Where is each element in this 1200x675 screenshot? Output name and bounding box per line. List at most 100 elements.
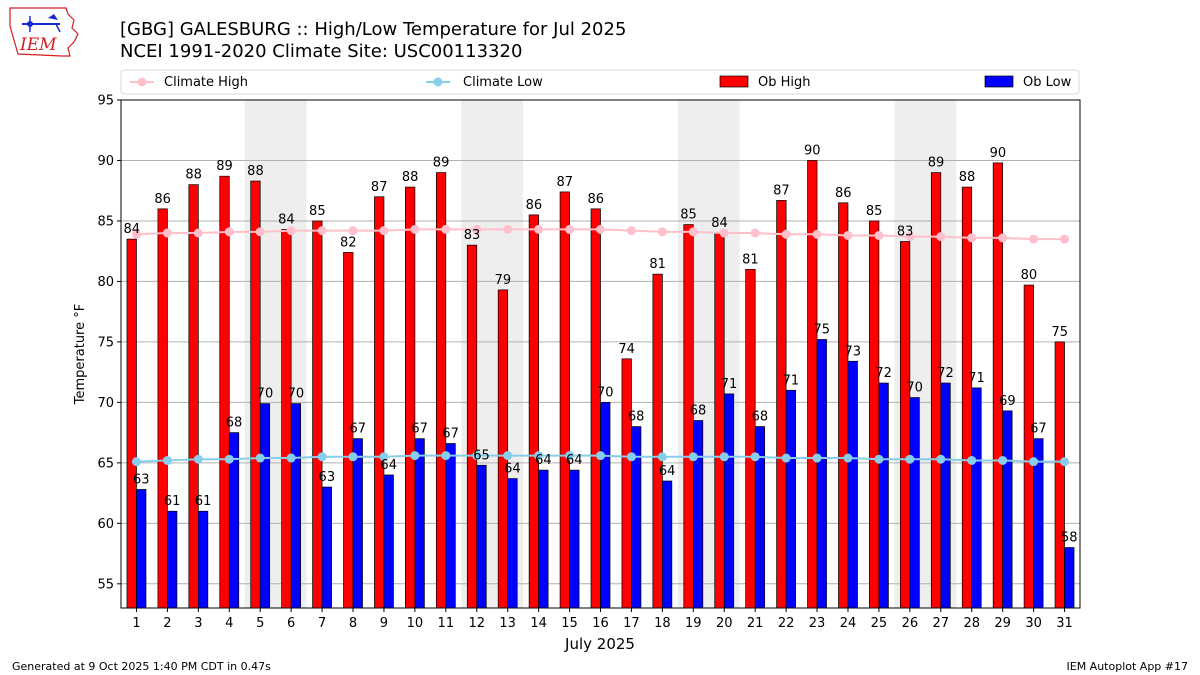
climate-high-point (162, 228, 172, 238)
climate-low-point (317, 452, 327, 462)
ob-high-label: 86 (154, 192, 171, 207)
ob-high-label: 89 (928, 156, 945, 171)
x-tick-label: 24 (840, 616, 857, 631)
x-tick-label: 28 (963, 616, 980, 631)
climate-high-point (410, 224, 420, 234)
climate-high-point (812, 229, 822, 239)
ob-high-label: 88 (185, 168, 202, 183)
ob-low-label: 68 (628, 410, 645, 425)
ob-low-label: 73 (844, 344, 861, 359)
ob-low-label: 68 (226, 416, 243, 431)
x-tick-label: 12 (468, 616, 485, 631)
x-tick-label: 6 (287, 616, 295, 631)
ob-low-bar (878, 382, 889, 609)
ob-high-label: 81 (742, 252, 759, 267)
ob-high-bar (281, 229, 292, 609)
ob-high-bar (435, 172, 447, 609)
footer-generated: Generated at 9 Oct 2025 1:40 PM CDT in 0… (12, 660, 271, 673)
climate-low-point (286, 453, 296, 463)
x-tick-label: 22 (778, 616, 795, 631)
climate-high-point (688, 227, 698, 237)
x-tick-label: 14 (530, 616, 547, 631)
climate-low-point (596, 451, 605, 461)
y-axis-ticks: 55 60 65 70 75 80 85 90 95 (97, 94, 121, 592)
ob-low-bar (445, 443, 456, 609)
ob-low-bar (785, 389, 796, 609)
ob-high-label: 89 (216, 159, 233, 174)
ob-high-bar (188, 184, 199, 609)
ob-low-label: 61 (164, 494, 181, 509)
climate-low-point (441, 451, 451, 461)
y-tick-label: 75 (97, 335, 114, 350)
climate-low-point (812, 453, 822, 463)
ob-high-label: 87 (557, 175, 574, 190)
climate-low-point (348, 452, 358, 462)
ob-high-label: 86 (835, 186, 852, 201)
climate-high-point (719, 228, 729, 238)
climate-high-point (193, 228, 203, 238)
ob-low-bar (1002, 410, 1013, 609)
climate-low-point (410, 451, 420, 461)
ob-high-bar (1054, 341, 1065, 609)
climate-lines (131, 224, 1070, 467)
climate-low-point (1060, 457, 1070, 467)
climate-low-point (998, 455, 1008, 465)
ob-high-label: 82 (340, 235, 357, 250)
y-tick-label: 55 (97, 577, 114, 592)
climate-low-point (193, 454, 203, 464)
y-tick-label: 60 (97, 517, 114, 532)
ob-high-bar (745, 268, 756, 609)
climate-low-point (255, 453, 265, 463)
climate-low-point (688, 452, 698, 462)
ob-high-label: 80 (1021, 268, 1038, 283)
climate-high-point (843, 230, 853, 240)
ob-low-bar (600, 402, 611, 609)
ob-high-bar (405, 186, 416, 609)
climate-high-point (348, 226, 358, 236)
x-tick-label: 5 (256, 616, 264, 631)
ob-low-label: 68 (690, 404, 707, 419)
ob-low-bar (723, 393, 735, 609)
climate-high-point (317, 226, 327, 236)
climate-high-point (781, 229, 791, 239)
ob-high-label: 85 (309, 204, 326, 219)
x-tick-label: 8 (349, 616, 357, 631)
ob-high-label: 86 (526, 198, 543, 213)
ob-low-label: 67 (1030, 422, 1047, 437)
legend-item-climate-low: Climate Low (426, 75, 543, 90)
climate-high-point (657, 227, 667, 237)
x-tick-label: 19 (685, 616, 702, 631)
climate-low-point (781, 453, 791, 463)
ob-low-label: 75 (814, 322, 831, 337)
ob-high-bar (374, 196, 385, 609)
ob-high-label: 86 (587, 192, 604, 207)
y-tick-label: 80 (97, 275, 114, 290)
ob-low-bar (136, 489, 147, 609)
x-tick-label: 18 (654, 616, 671, 631)
ob-high-label: 89 (433, 156, 450, 171)
climate-high-point (936, 232, 946, 242)
x-tick-label: 21 (747, 616, 764, 631)
legend-item-ob-low: Ob Low (984, 75, 1072, 90)
bar-value-labels: 84 86 88 89 88 84 85 82 87 88 89 83 79 86 87 86 74 81 85 84… (123, 143, 1077, 545)
x-tick-label: 2 (163, 616, 171, 631)
y-tick-label: 85 (97, 214, 114, 229)
ob-high-label: 84 (278, 212, 295, 227)
ob-high-bar (961, 186, 973, 609)
climate-high-point (224, 227, 234, 237)
climate-low-point (967, 455, 977, 465)
ob-high-label: 85 (680, 208, 697, 223)
ob-high-label: 75 (1052, 325, 1069, 340)
ob-low-label: 58 (1061, 531, 1078, 546)
ob-high-label: 90 (804, 143, 821, 158)
weather-station-icon (22, 14, 61, 33)
ob-high-label: 88 (247, 164, 264, 179)
ob-low-bar (692, 420, 704, 609)
ob-high-label: 74 (618, 342, 635, 357)
ob-low-label: 71 (968, 371, 985, 386)
climate-high-point (967, 233, 977, 243)
legend-label-ob-high: Ob High (758, 75, 811, 90)
climate-high-point (874, 230, 884, 240)
ob-low-label: 65 (473, 448, 490, 463)
ob-high-label: 88 (402, 170, 419, 185)
